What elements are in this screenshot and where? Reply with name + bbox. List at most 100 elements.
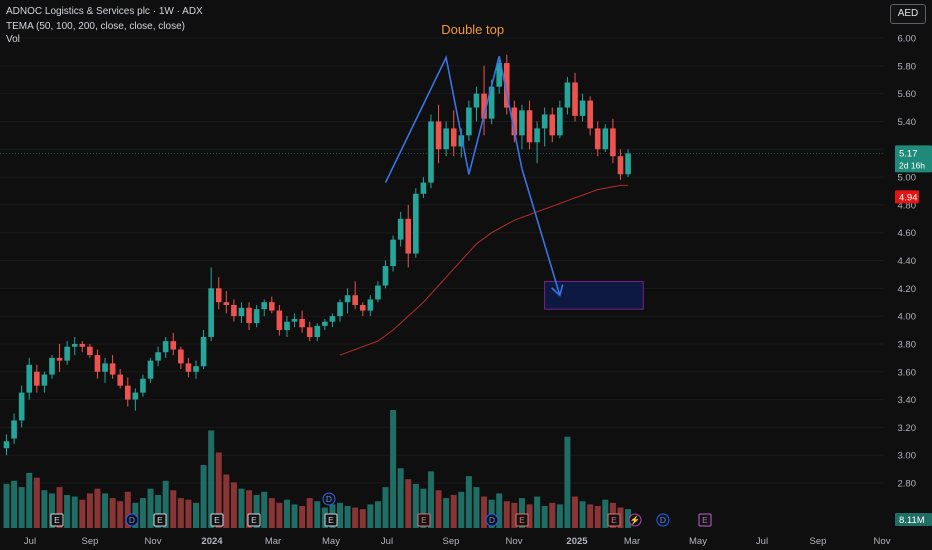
- dividend-marker[interactable]: D: [656, 513, 670, 527]
- volume-bar: [56, 487, 63, 528]
- drawing-layer[interactable]: Double top: [384, 22, 644, 310]
- volume-bar: [64, 494, 71, 528]
- candle-body: [71, 343, 78, 347]
- volume-bar: [147, 488, 154, 528]
- earnings-marker[interactable]: E: [417, 513, 431, 527]
- candle-body: [208, 288, 214, 337]
- time-axis-label: May: [689, 536, 707, 547]
- candle-body: [11, 420, 17, 439]
- volume-bar: [344, 505, 351, 528]
- earnings-marker[interactable]: E: [324, 513, 338, 527]
- candle-body: [428, 121, 434, 183]
- candle-body: [117, 374, 123, 386]
- marker-letter: D: [489, 515, 495, 525]
- volume-bar: [117, 501, 124, 528]
- candle-body: [140, 378, 146, 393]
- candle-body: [352, 295, 358, 305]
- event-markers[interactable]: E D E E E D E E D E E ⚡ D E: [50, 492, 712, 527]
- split-marker[interactable]: ⚡: [628, 513, 642, 527]
- volume-bar: [473, 487, 480, 528]
- marker-letter: E: [251, 515, 257, 525]
- candle-body: [625, 153, 631, 175]
- candle-body: [49, 357, 55, 375]
- time-axis-label: 2025: [566, 536, 588, 547]
- candle-body: [170, 341, 177, 350]
- volume-bar: [253, 494, 260, 528]
- candle-body: [79, 343, 86, 347]
- earnings-marker[interactable]: E: [50, 513, 64, 527]
- time-axis-label: 2024: [201, 536, 223, 547]
- currency-button[interactable]: AED: [890, 4, 926, 24]
- volume-bar: [549, 502, 556, 528]
- volume-bar: [139, 498, 146, 528]
- volume-badge: [895, 513, 932, 526]
- volume-bar: [579, 501, 586, 528]
- candle-body: [481, 93, 487, 119]
- earnings-marker[interactable]: E: [210, 513, 224, 527]
- candle-body: [314, 325, 321, 337]
- double-top-pattern: [384, 54, 523, 183]
- candle-body: [541, 114, 548, 129]
- volume-bar: [200, 465, 207, 528]
- marker-shape: [656, 513, 670, 527]
- volume-bar: [223, 474, 230, 528]
- grid-layer: [0, 37, 884, 484]
- volume-bar: [41, 490, 48, 528]
- volume-bar: [11, 480, 18, 528]
- candle-body: [617, 156, 624, 175]
- candle-body: [3, 441, 10, 449]
- dividend-marker[interactable]: D: [322, 492, 336, 506]
- time-axis-label: Jul: [381, 536, 393, 547]
- price-tick-label: 5.60: [898, 89, 917, 100]
- candle-body: [473, 93, 480, 108]
- volume-bar: [367, 504, 374, 528]
- earnings-marker[interactable]: E: [607, 513, 621, 527]
- volume-bar: [155, 494, 162, 528]
- indicator-legend[interactable]: TEMA (50, 100, 200, close, close, close): [6, 21, 185, 32]
- earnings-marker[interactable]: E: [515, 513, 529, 527]
- candle-layer: [3, 54, 631, 456]
- candle-body: [18, 392, 25, 421]
- earnings-marker[interactable]: E: [153, 513, 167, 527]
- candle-body: [450, 128, 457, 147]
- candle-body: [193, 366, 199, 372]
- volume-bar: [291, 504, 298, 528]
- volume-bar: [162, 480, 169, 528]
- tema-price-label: 4.94: [895, 190, 919, 204]
- marker-letter: E: [157, 515, 163, 525]
- volume-bar: [3, 483, 10, 528]
- candle-body: [41, 374, 48, 386]
- volume-bar: [215, 452, 222, 528]
- double-top-annotation: Double top: [441, 22, 504, 37]
- volume-bar: [496, 493, 503, 528]
- marker-shape: [125, 513, 139, 527]
- candle-body: [557, 107, 563, 136]
- earnings-marker[interactable]: E: [698, 513, 712, 527]
- price-tick-label: 4.00: [898, 312, 917, 323]
- candle-body: [94, 355, 101, 372]
- candle-body: [435, 121, 442, 150]
- earnings-marker[interactable]: E: [247, 513, 261, 527]
- candle-body: [375, 285, 381, 300]
- volume-bar: [283, 499, 290, 528]
- volume-bar: [268, 498, 275, 528]
- volume-bar: [306, 498, 313, 528]
- symbol-title[interactable]: ADNOC Logistics & Services plc · 1W · AD…: [6, 6, 203, 17]
- volume-bar: [193, 502, 199, 528]
- volume-bar: [48, 493, 55, 528]
- time-axis-label: Nov: [145, 536, 162, 547]
- volume-bar: [503, 501, 510, 528]
- candle-body: [549, 114, 556, 136]
- volume-legend[interactable]: Vol: [6, 34, 20, 45]
- candle-body: [246, 307, 252, 324]
- candle-body: [390, 239, 396, 267]
- candle-body: [299, 318, 305, 328]
- dividend-marker[interactable]: D: [485, 513, 499, 527]
- projection-arrow-line: [521, 168, 561, 296]
- volume-bar: [208, 430, 215, 528]
- price-tick-label: 4.20: [898, 284, 917, 295]
- volume-bar: [587, 504, 594, 528]
- time-axis-label: May: [322, 536, 340, 547]
- dividend-marker[interactable]: D: [125, 513, 139, 527]
